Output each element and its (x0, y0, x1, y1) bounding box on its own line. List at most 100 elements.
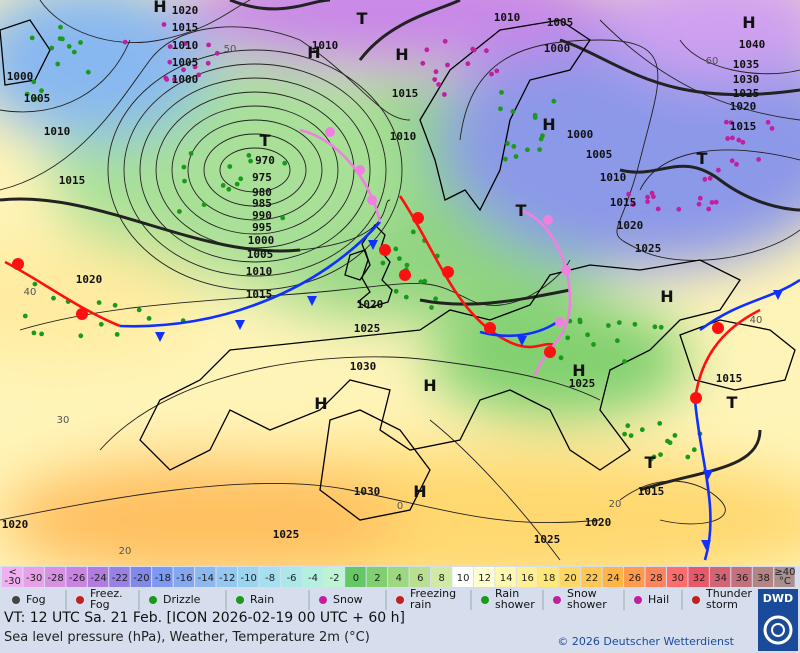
isobar-label: 1010 (172, 39, 199, 52)
isobar-label: 1025 (354, 322, 381, 335)
weather-symbol (226, 186, 232, 192)
weather-symbol (702, 176, 708, 182)
weather-symbol (78, 333, 84, 339)
front-marker (703, 470, 713, 480)
weather-symbol (734, 161, 739, 167)
weather-symbol (214, 50, 220, 56)
isobar (187, 119, 323, 221)
isobar (203, 133, 307, 207)
front-marker (544, 346, 556, 358)
isobar-label: 980 (252, 186, 272, 199)
weather-symbol (246, 153, 252, 158)
weather-symbol (432, 77, 438, 82)
scale-label: °C (779, 576, 791, 587)
legend-label: Snow (333, 593, 363, 606)
weather-symbol (622, 359, 627, 364)
scale-label: -26 (69, 573, 85, 584)
weather-symbol (31, 330, 37, 336)
pressure-center: H (742, 13, 755, 32)
scale-label: -28 (47, 573, 63, 584)
isobar-label: 995 (252, 221, 272, 234)
isotherm-label: 40 (24, 287, 37, 298)
weather-symbol (645, 199, 650, 205)
scale-cell (645, 567, 666, 587)
front (693, 308, 761, 401)
weather-symbol (280, 215, 286, 221)
isobar-label: 1020 (730, 100, 757, 113)
isobar-label: 1020 (585, 516, 612, 529)
front-marker (555, 317, 565, 327)
scale-cell (473, 567, 495, 587)
weather-symbol (591, 342, 596, 347)
isobar-label: 1025 (635, 242, 662, 255)
front-marker (76, 308, 88, 320)
weather-symbol (85, 69, 91, 75)
weather-symbol (630, 201, 636, 207)
weather-symbol (672, 433, 678, 438)
weather-symbol (196, 72, 202, 78)
weather-symbol (404, 262, 410, 268)
legend-label: rain (410, 598, 431, 611)
legend-label: Snow (567, 587, 597, 600)
legend-label: Drizzle (163, 593, 201, 606)
weather-symbol (442, 38, 448, 44)
weather-symbol (540, 133, 545, 139)
isobar-label: 1000 (567, 128, 594, 141)
isobar (171, 105, 339, 235)
front (299, 128, 382, 223)
weather-symbol (740, 139, 746, 145)
weather-symbol (756, 157, 761, 162)
weather-symbol (181, 164, 187, 170)
pressure-center: H (423, 376, 436, 395)
legend-icon (12, 596, 20, 604)
front (699, 278, 800, 332)
scale-cell (602, 567, 624, 587)
scale-label: -4 (308, 573, 318, 584)
front-marker (543, 215, 553, 225)
weather-symbol (32, 96, 38, 102)
weather-symbol (622, 431, 627, 437)
weather-symbol (403, 294, 409, 300)
weather-symbol (615, 338, 620, 344)
weather-symbol (420, 60, 426, 66)
weather-symbol (729, 158, 735, 164)
isobar-label: 1005 (247, 248, 274, 261)
weather-symbol (577, 317, 583, 323)
front-marker (368, 240, 378, 250)
weather-symbol (499, 90, 504, 95)
scale-cell (731, 567, 752, 587)
weather-symbol (513, 154, 519, 159)
isobar-label: 1025 (733, 87, 760, 100)
scale-label: 0 (353, 573, 359, 584)
pressure-center: T (516, 201, 527, 220)
isobar (639, 149, 800, 191)
isobar-label: 1000 (172, 73, 199, 86)
scale-label: 28 (650, 573, 663, 584)
weather-symbol (652, 324, 658, 330)
weather-symbol (558, 355, 564, 361)
isobar (123, 63, 387, 277)
isobar-label: 1010 (494, 11, 521, 24)
weather-symbol (706, 206, 712, 212)
scale-cell (323, 567, 345, 587)
weather-symbol (639, 427, 645, 433)
isobar (219, 147, 291, 193)
weather-symbol (658, 452, 663, 457)
weather-symbol (58, 24, 63, 30)
weather-symbol (465, 61, 471, 67)
scale-cell (495, 567, 516, 587)
scale-label: 6 (417, 573, 423, 584)
isobar-label: 1010 (390, 130, 417, 143)
weather-symbol (651, 194, 656, 200)
front-marker (701, 540, 711, 550)
weather-symbol (422, 278, 428, 284)
isobar (599, 19, 800, 121)
front-marker (355, 165, 365, 175)
isobar-label: 1020 (2, 518, 29, 531)
isobar-label: 1040 (739, 38, 766, 51)
scale-label: -12 (219, 573, 235, 584)
scale-label: 4 (396, 573, 402, 584)
front-marker (690, 392, 702, 404)
legend-icon (553, 596, 561, 604)
